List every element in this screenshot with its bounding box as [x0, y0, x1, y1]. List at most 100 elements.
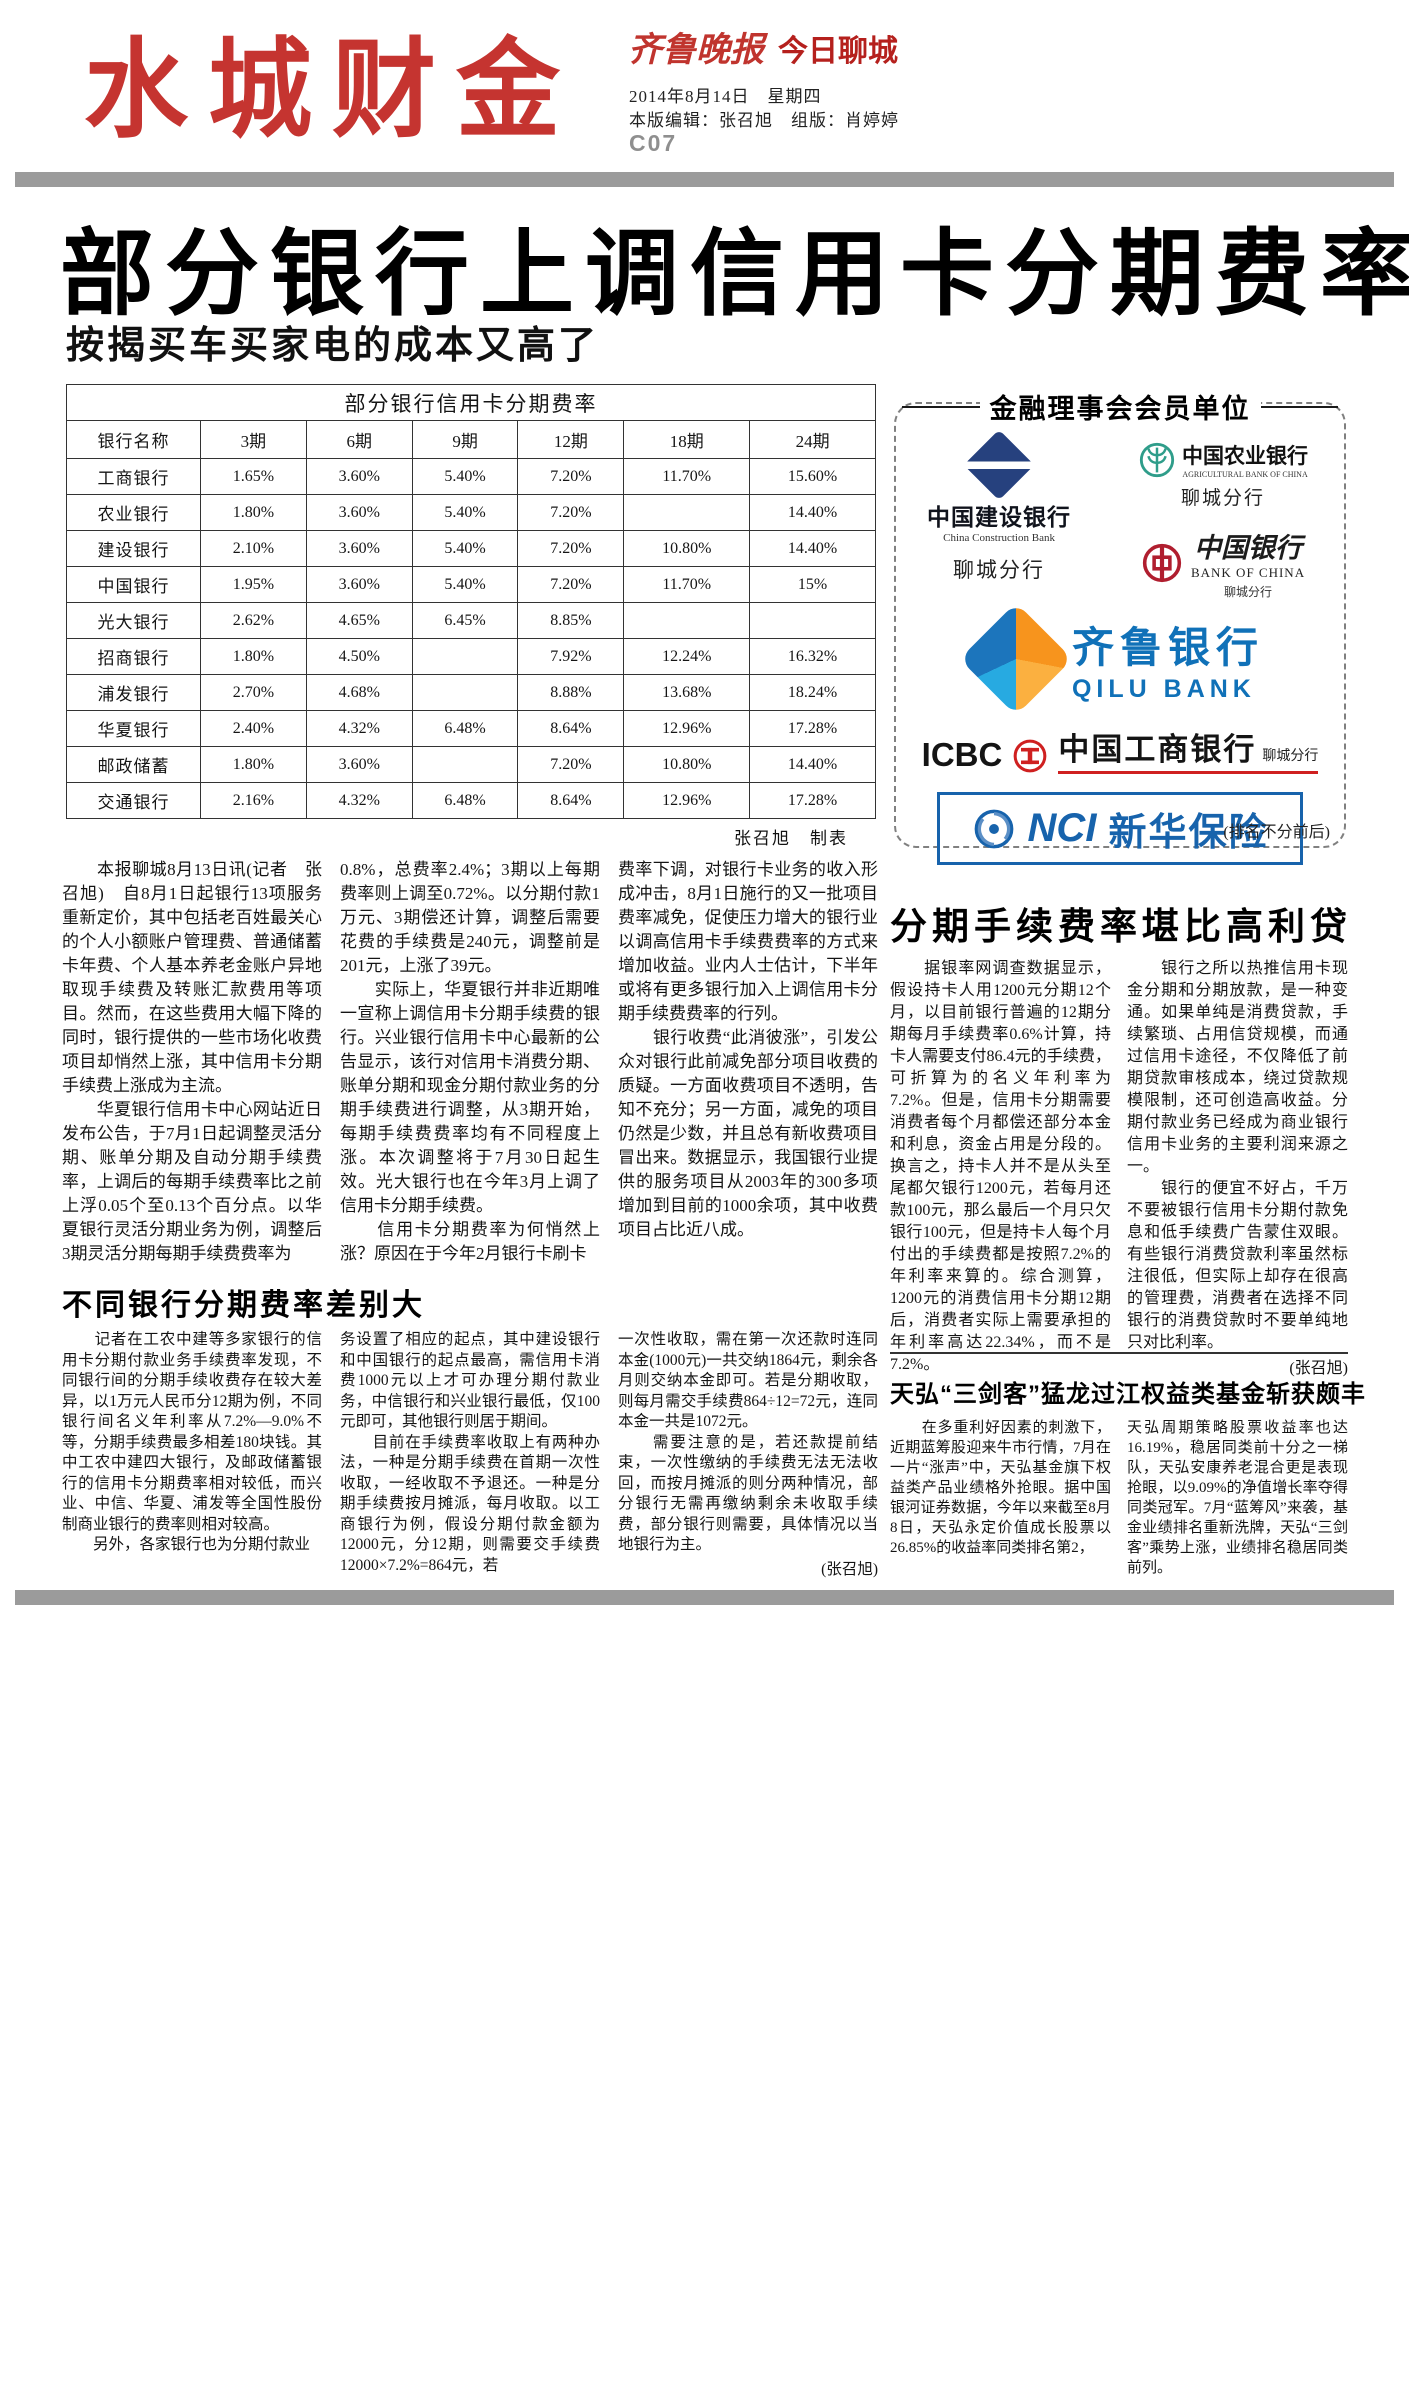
ccb-name: 中国建设银行 — [927, 505, 1072, 530]
abc-boc-stack: 中国农业银行 AGRICULTURAL BANK OF CHINA 聊城分行 中… — [1102, 440, 1344, 600]
rate-cell — [749, 602, 876, 639]
masthead-title: 水城财金 — [84, 30, 581, 151]
rate-cell: 15.60% — [749, 458, 876, 495]
rate-cell: 17.28% — [749, 710, 876, 747]
date-line: 2014年8月14日 星期四 — [629, 87, 822, 106]
ccb-bank-icon — [963, 429, 1035, 501]
rate-cell: 11.70% — [623, 566, 751, 603]
main-article: 本报聊城8月13日讯(记者 张召旭) 自8月1日起银行13项服务重新定价，其中包… — [62, 858, 878, 1266]
main-headline: 部分银行上调信用卡分期费率 — [60, 221, 1409, 326]
nci-abbr: NCI — [1027, 806, 1097, 850]
rate-cell: 2.10% — [200, 530, 307, 567]
members-box-note: (排名不分前后) — [1223, 824, 1330, 841]
rate-cell: 15% — [749, 566, 876, 603]
bank-name: 光大银行 — [66, 602, 201, 639]
ccb-branch: 聊城分行 — [953, 558, 1046, 582]
article-column: 银行之所以热推信用卡现金分期和分期放款，是一种变通。如果单纯是消费贷款，手续繁琐… — [1127, 958, 1348, 1380]
members-ad-box: 金融理事会会员单位 中国建设银行 China Construction Bank… — [894, 387, 1346, 865]
col-header: 银行名称 — [66, 420, 201, 459]
table-title-row: 部分银行信用卡分期费率 — [66, 384, 876, 421]
paper-name: 齐鲁晚报 — [628, 32, 764, 69]
col-header: 3期 — [200, 420, 307, 459]
icbc-abbr: ICBC — [921, 736, 1003, 773]
rate-cell: 11.70% — [623, 458, 751, 495]
table-row: 光大银行 2.62% 4.65% 6.45% 8.85% — [66, 602, 876, 639]
rate-cell: 10.80% — [623, 530, 751, 567]
title-rule-left — [902, 405, 980, 408]
article-column: 记者在工农中建等多家银行的信用卡分期付款业务手续费率发现，不同银行间的分期手续收… — [62, 1331, 322, 1553]
column-text: 银行之所以热推信用卡现金分期和分期放款，是一种变通。如果单纯是消费贷款，手续繁琐… — [1127, 960, 1348, 1351]
article-column: 费率下调，对银行卡业务的收入形成冲击，8月1日施行的又一批项目费率减免，促使压力… — [618, 860, 878, 1239]
rate-cell: 12.96% — [623, 710, 751, 747]
bank-name: 交通银行 — [66, 782, 201, 819]
members-box-title: 金融理事会会员单位 — [902, 387, 1338, 426]
table-row: 农业银行 1.80% 3.60% 5.40% 7.20% 14.40% — [66, 494, 876, 531]
rate-cell: 6.48% — [411, 782, 519, 819]
table-row: 华夏银行 2.40% 4.32% 6.48% 8.64% 12.96% 17.2… — [66, 710, 876, 747]
rate-cell: 8.85% — [517, 602, 625, 639]
col-header: 24期 — [749, 420, 876, 459]
rate-cell: 5.40% — [411, 494, 519, 531]
rate-cell — [623, 602, 751, 639]
rate-cell: 7.20% — [517, 494, 625, 531]
col-header: 12期 — [517, 420, 625, 459]
rate-cell — [411, 638, 519, 675]
rates-table: 部分银行信用卡分期费率 银行名称 3期 6期 9期 12期 18期 24期 工商… — [66, 384, 876, 819]
abc-bank-icon — [1139, 442, 1175, 477]
rate-cell: 5.40% — [411, 530, 519, 567]
rate-cell: 2.40% — [200, 710, 307, 747]
table-row: 中国银行 1.95% 3.60% 5.40% 7.20% 11.70% 15% — [66, 566, 876, 603]
rate-cell: 1.80% — [200, 638, 307, 675]
article-column: 一次性收取，需在第一次还款时连同本金(1000元)一共交纳1864元，剩余各月则… — [618, 1330, 878, 1580]
rate-cell — [411, 674, 519, 711]
col-header: 18期 — [623, 420, 751, 459]
section4-heading: 天弘“三剑客”猛龙过江权益类基金斩获颇丰 — [890, 1381, 1366, 1408]
bank-name: 中国银行 — [66, 566, 201, 603]
rate-cell: 16.32% — [749, 638, 876, 675]
rate-cell: 3.60% — [305, 458, 413, 495]
boc-logo-block: 中国银行 BANK OF CHINA 聊城分行 — [1102, 526, 1344, 600]
rate-cell: 10.80% — [623, 746, 751, 783]
section4-body: 在多重利好因素的刺激下，近期蓝筹股迎来牛市行情，7月在一片“涨声”中，天弘基金旗… — [890, 1418, 1348, 1578]
rate-cell: 18.24% — [749, 674, 876, 711]
rate-cell: 1.80% — [200, 746, 307, 783]
rate-cell: 3.60% — [305, 566, 413, 603]
rate-cell: 2.62% — [200, 602, 307, 639]
rate-cell: 4.68% — [305, 674, 413, 711]
rate-cell: 4.50% — [305, 638, 413, 675]
bank-name: 浦发银行 — [66, 674, 201, 711]
members-box-title-text: 金融理事会会员单位 — [979, 387, 1261, 426]
icbc-name: 中国工商银行 — [1058, 732, 1257, 767]
ccb-logo-block: 中国建设银行 China Construction Bank 聊城分行 — [896, 429, 1102, 600]
col-header: 9期 — [411, 420, 519, 459]
divider-bar-top — [15, 172, 1394, 187]
table-row: 交通银行 2.16% 4.32% 6.48% 8.64% 12.96% 17.2… — [66, 782, 876, 819]
rate-cell: 14.40% — [749, 746, 876, 783]
qilu-english-name: QILU BANK — [1071, 675, 1256, 703]
rate-cell: 1.80% — [200, 494, 307, 531]
article-column: 0.8%，总费率2.4%；3期以上每期费率则上调至0.72%。以分期付款1万元、… — [340, 860, 600, 1263]
rate-cell: 2.70% — [200, 674, 307, 711]
boc-english-name: BANK OF CHINA — [1190, 565, 1306, 580]
table-row: 招商银行 1.80% 4.50% 7.92% 12.24% 16.32% — [66, 638, 876, 675]
rate-cell: 2.16% — [200, 782, 307, 819]
divider-bar-bottom — [15, 1590, 1394, 1605]
bank-name: 工商银行 — [66, 458, 201, 495]
ccb-english-name: China Construction Bank — [943, 532, 1055, 544]
rate-cell — [623, 494, 751, 531]
rate-cell: 3.60% — [305, 530, 413, 567]
rate-cell: 8.64% — [517, 782, 625, 819]
rate-cell: 8.88% — [517, 674, 625, 711]
section2-body: 据银率网调查数据显示，假设持卡人用1200元分期12个月，以目前银行普遍的12期… — [890, 958, 1348, 1380]
boc-bank-icon — [1142, 543, 1182, 583]
section3-body: 记者在工农中建等多家银行的信用卡分期付款业务手续费率发现，不同银行间的分期手续收… — [62, 1330, 878, 1580]
rate-cell: 7.20% — [517, 746, 625, 783]
page-number: C07 — [629, 130, 678, 156]
rate-cell — [411, 746, 519, 783]
article-column: 本报聊城8月13日讯(记者 张召旭) 自8月1日起银行13项服务重新定价，其中包… — [62, 860, 322, 1263]
article-column: 天弘周期策略股票收益率也达16.19%，稳居同类前十分之一梯队，天弘安康养老混合… — [1127, 1420, 1348, 1576]
sub-headline: 按揭买车买家电的成本又高了 — [66, 325, 600, 367]
rate-cell: 7.20% — [517, 458, 625, 495]
article-column: 在多重利好因素的刺激下，近期蓝筹股迎来牛市行情，7月在一片“涨声”中，天弘基金旗… — [890, 1420, 1111, 1556]
